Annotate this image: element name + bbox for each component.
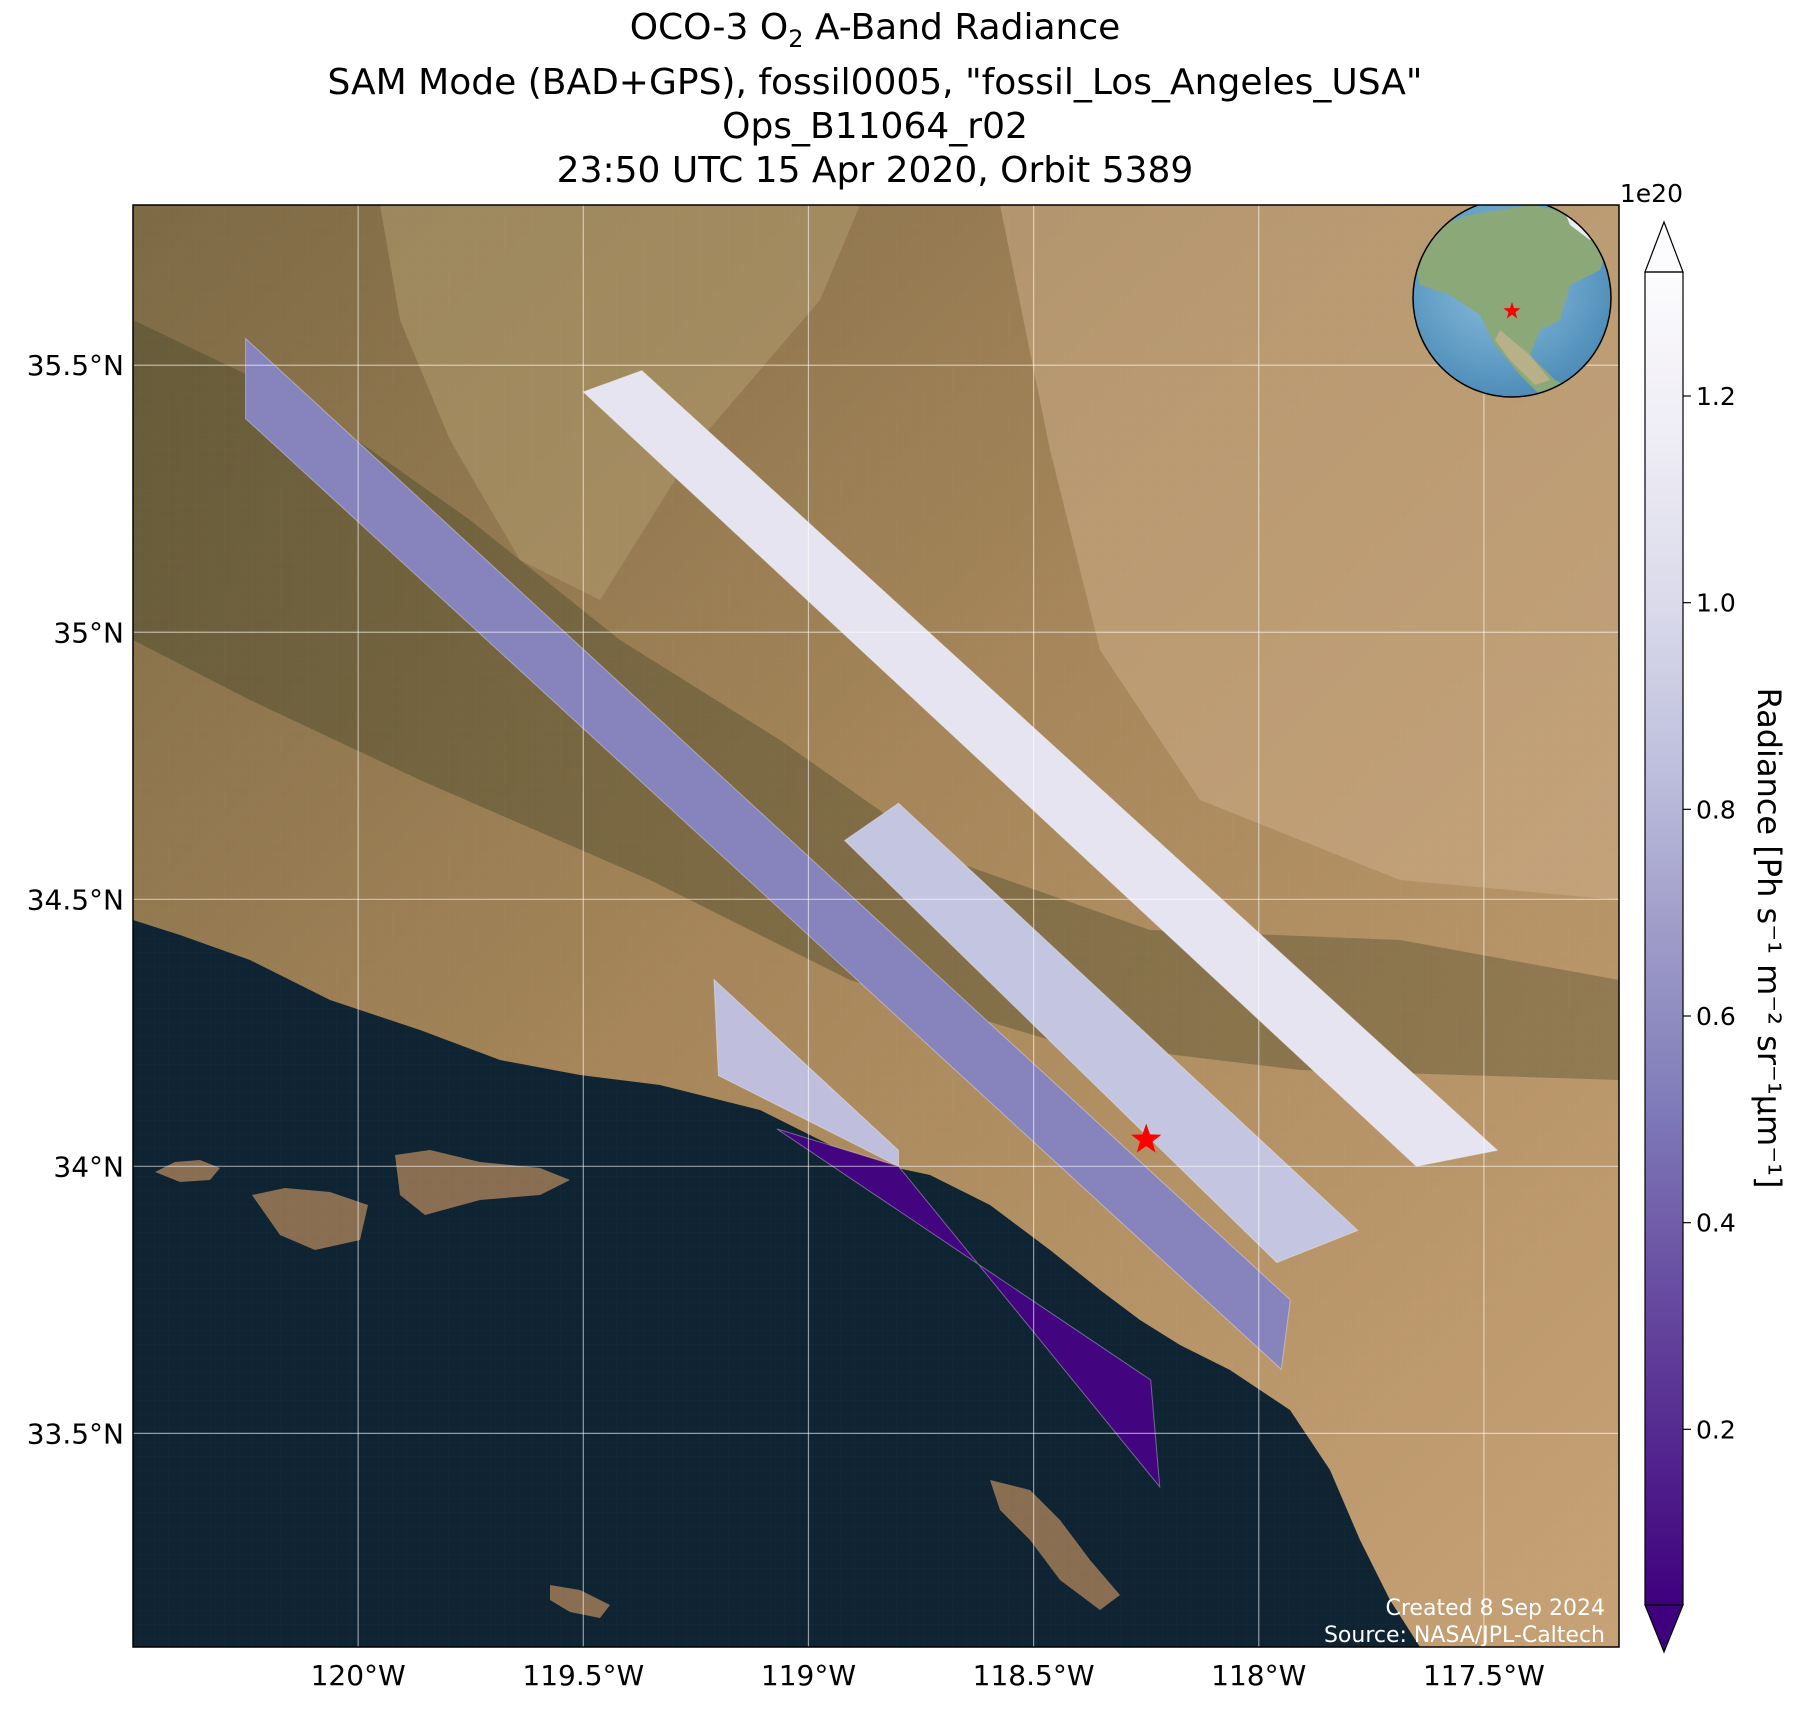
colorbar-extend-top <box>1644 220 1684 273</box>
mexico-shape <box>1495 330 1550 385</box>
lat-tick-label: 34.5°N <box>27 883 124 916</box>
swath-1 <box>245 337 1291 1371</box>
lat-tick-label: 33.5°N <box>27 1417 124 1450</box>
figure-title: OCO-3 O2 A-Band Radiance SAM Mode (BAD+G… <box>132 6 1618 193</box>
colorbar-tick-label: 0.4 <box>1696 1209 1736 1238</box>
swath-3 <box>843 802 1359 1264</box>
credit-created: Created 8 Sep 2024 <box>1386 1596 1606 1621</box>
swath-5 <box>776 1128 1161 1489</box>
lat-tick-label: 34°N <box>53 1150 124 1183</box>
lon-tick-labels: 120°W 119.5°W 119°W 118.5°W 118°W 117.5°W <box>311 1659 1545 1692</box>
lat-tick-label: 35°N <box>53 616 124 649</box>
lon-tick-label: 118.5°W <box>973 1659 1095 1692</box>
colorbar-extend-bottom <box>1644 1604 1684 1654</box>
lon-tick-label: 118°W <box>1211 1659 1306 1692</box>
graticule <box>133 205 1619 1647</box>
lon-tick-label: 119.5°W <box>522 1659 644 1692</box>
map-frame <box>132 204 1620 1648</box>
colorbar-tick-label: 0.2 <box>1696 1415 1736 1444</box>
colorbar-tick-label: 1.0 <box>1696 589 1736 618</box>
colorbar-scale-label: 1e20 <box>1620 179 1683 208</box>
inset-globe <box>1412 205 1612 398</box>
colorbar-tick-label: 1.2 <box>1696 382 1736 411</box>
colorbar-label: Radiance [Ph s⁻¹ m⁻² sr⁻¹µm⁻¹] <box>1750 688 1788 1189</box>
title-line-2: SAM Mode (BAD+GPS), fossil0005, "fossil_… <box>327 62 1423 104</box>
swath-2 <box>582 370 1499 1167</box>
colorbar-outline <box>1644 271 1684 1606</box>
colorbar-body <box>1645 272 1683 1605</box>
lon-tick-label: 119°W <box>761 1659 856 1692</box>
lat-tick-label: 35.5°N <box>27 349 124 382</box>
colorbar-tick-label: 0.8 <box>1696 795 1736 824</box>
credit-source: Source: NASA/JPL-Caltech <box>1324 1623 1605 1648</box>
title-line-3: Ops_B11064_r02 <box>722 106 1028 148</box>
swaths-layer <box>245 337 1499 1489</box>
colorbar: 0.2 0.4 0.6 0.8 1.0 1.2 1e20 Radiance [Ph s⁻¹… <box>1620 179 1788 1654</box>
title-line-4: 23:50 UTC 15 Apr 2020, Orbit 5389 <box>556 150 1194 192</box>
globe-star-icon <box>1503 302 1521 319</box>
target-star-icon <box>1131 1123 1162 1153</box>
map-panel: Created 8 Sep 2024 Source: NASA/JPL-Calt… <box>133 205 1619 1648</box>
lon-tick-label: 120°W <box>311 1659 406 1692</box>
title-line-1: OCO-3 O2 A-Band Radiance <box>629 7 1121 54</box>
lon-tick-label: 117.5°W <box>1423 1659 1545 1692</box>
colorbar-tick-label: 0.6 <box>1696 1002 1736 1031</box>
colorbar-ticks: 0.2 0.4 0.6 0.8 1.0 1.2 <box>1683 382 1736 1444</box>
globe-outline <box>1412 205 1612 398</box>
lat-tick-labels: 35.5°N 35°N 34.5°N 34°N 33.5°N <box>27 349 124 1450</box>
